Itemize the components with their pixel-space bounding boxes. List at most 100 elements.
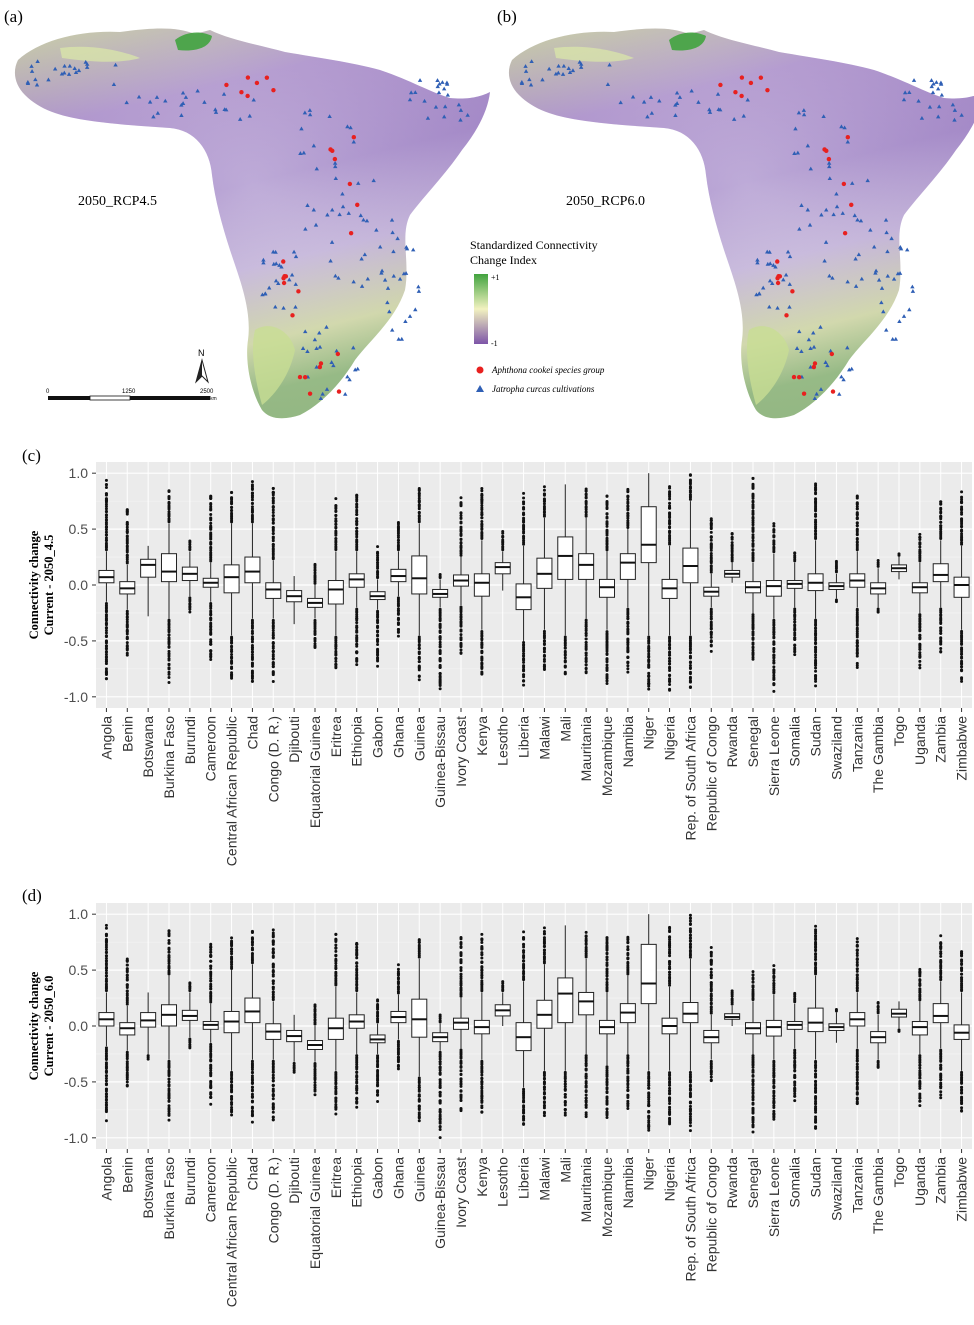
outlier-point: [355, 945, 359, 949]
outlier-point: [480, 496, 484, 500]
outlier-point: [459, 610, 463, 614]
outlier-point: [459, 1061, 463, 1065]
outlier-point: [855, 507, 859, 511]
y-tick-label: 0.5: [69, 962, 89, 978]
outlier-point: [855, 963, 859, 967]
outlier-point: [250, 929, 254, 933]
crop-point-marker: [293, 254, 299, 259]
outlier-point: [271, 642, 275, 646]
outlier-point: [668, 975, 672, 979]
outlier-point: [542, 1100, 546, 1104]
crop-point-marker: [811, 330, 816, 335]
crop-point-marker: [154, 95, 160, 99]
crop-point-marker: [458, 117, 463, 122]
box-sierra-leone: [765, 522, 782, 693]
outlier-point: [438, 671, 442, 675]
outlier-point: [939, 969, 943, 973]
outlier-point: [271, 526, 275, 530]
outlier-point: [480, 530, 484, 534]
species-point-marker: [282, 274, 287, 279]
outlier-point: [480, 1089, 484, 1093]
outlier-point: [209, 521, 213, 525]
outlier-point: [480, 960, 484, 964]
outlier-point: [563, 1113, 567, 1117]
crop-point-marker: [828, 348, 833, 353]
outlier-point: [459, 529, 463, 533]
outlier-point: [125, 553, 129, 557]
box-malawi: [536, 926, 553, 1118]
outlier-point: [480, 1071, 484, 1075]
outlier-point: [355, 538, 359, 542]
outlier-point: [167, 1106, 171, 1110]
box-equatorial-guinea: [306, 562, 324, 650]
outlier-point: [605, 1091, 609, 1095]
outlier-point: [730, 989, 734, 993]
outlier-point: [230, 952, 234, 956]
crop-point-marker: [901, 314, 907, 318]
outlier-point: [376, 554, 380, 558]
outlier-point: [230, 1106, 234, 1110]
outlier-point: [376, 1079, 380, 1083]
outlier-point: [104, 959, 108, 963]
outlier-point: [542, 936, 546, 940]
outlier-point: [104, 533, 108, 537]
outlier-point: [313, 562, 317, 566]
outlier-point: [814, 532, 818, 536]
outlier-point: [605, 1107, 609, 1111]
box-iqr: [953, 576, 970, 598]
species-point-marker: [297, 374, 303, 380]
outlier-point: [584, 659, 588, 663]
crop-point-marker: [770, 281, 775, 286]
outlier-point: [334, 949, 338, 953]
crop-point-marker: [873, 270, 878, 275]
x-tick-label: Mauritania: [578, 1157, 594, 1223]
outlier-point: [271, 542, 275, 546]
outlier-point: [814, 525, 818, 529]
outlier-point: [104, 932, 108, 936]
crop-point-marker: [528, 82, 534, 87]
outlier-point: [668, 514, 672, 518]
outlier-point: [668, 928, 672, 932]
outlier-point: [250, 650, 254, 654]
outlier-point: [417, 1089, 421, 1093]
crop-point-marker: [299, 126, 304, 131]
outlier-point: [688, 1112, 692, 1116]
crop-point-marker: [716, 107, 721, 112]
panel-a-tag: (a): [4, 7, 23, 26]
species-point-marker: [264, 75, 270, 80]
crop-point-marker: [364, 218, 370, 223]
outlier-point: [960, 1089, 964, 1093]
crop-point-marker: [136, 94, 142, 99]
outlier-point: [355, 493, 359, 497]
outlier-point: [793, 1094, 797, 1098]
outlier-point: [855, 623, 859, 627]
outlier-point: [125, 527, 129, 531]
x-tick-label: Lesotho: [495, 716, 511, 766]
outlier-point: [960, 966, 964, 970]
outlier-point: [104, 1095, 108, 1099]
outlier-point: [626, 1062, 630, 1066]
outlier-point: [396, 534, 400, 538]
crop-point-marker: [715, 91, 721, 96]
outlier-point: [605, 1087, 609, 1091]
outlier-point: [209, 1085, 213, 1089]
outlier-point: [459, 648, 463, 652]
outlier-point: [960, 1106, 964, 1110]
outlier-point: [417, 652, 421, 656]
x-tick-label: Equatorial Guinea: [307, 716, 323, 828]
outlier-point: [626, 622, 630, 626]
outlier-point: [939, 500, 943, 504]
outlier-point: [584, 937, 588, 941]
outlier-point: [501, 538, 505, 542]
outlier-point: [355, 526, 359, 530]
outlier-point: [313, 642, 317, 646]
outlier-point: [334, 932, 338, 936]
outlier-point: [376, 563, 380, 567]
outlier-point: [814, 948, 818, 952]
outlier-point: [751, 504, 755, 508]
outlier-point: [668, 529, 672, 533]
species-point-marker: [739, 93, 744, 99]
crop-point-marker: [808, 166, 813, 171]
crop-point-marker: [884, 230, 889, 235]
outlier-point: [855, 967, 859, 971]
